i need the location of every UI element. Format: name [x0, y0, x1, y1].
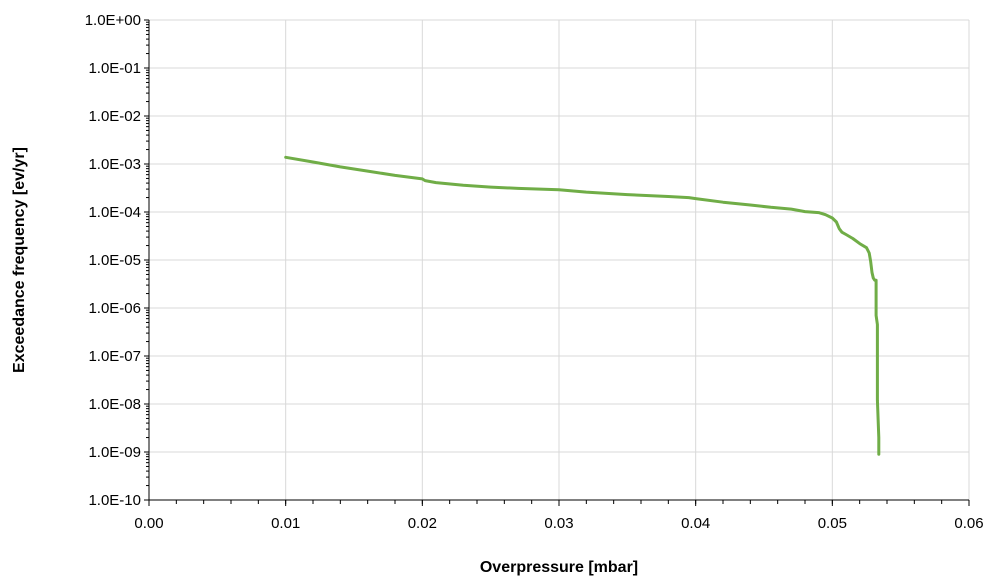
y-tick-label: 1.0E-08 — [88, 396, 141, 413]
x-tick-label: 0.03 — [544, 515, 573, 532]
x-tick-label: 0.04 — [681, 515, 710, 532]
x-tick-label: 0.01 — [271, 515, 300, 532]
x-axis-title: Overpressure [mbar] — [480, 559, 638, 576]
y-tick-label: 1.0E+00 — [85, 12, 141, 29]
ticks: 1.0E+00 1.0E-01 1.0E-02 1.0E-03 1.0E-04 1.0E-… — [85, 12, 984, 532]
series — [284, 155, 881, 456]
y-tick-label: 1.0E-09 — [88, 444, 141, 461]
series-line — [284, 155, 881, 456]
grid — [149, 19, 970, 500]
x-tick-label: 0.02 — [408, 515, 437, 532]
y-tick-label: 1.0E-02 — [88, 108, 141, 125]
y-tick-label: 1.0E-07 — [88, 348, 141, 365]
x-tick-label: 0.06 — [954, 515, 983, 532]
y-tick-label: 1.0E-04 — [88, 204, 141, 221]
x-tick-label: 0.05 — [818, 515, 847, 532]
y-tick-label: 1.0E-03 — [88, 156, 141, 173]
y-tick-label: 1.0E-10 — [88, 492, 141, 509]
y-tick-label: 1.0E-06 — [88, 300, 141, 317]
y-axis-title: Exceedance frequency [ev/yr] — [11, 147, 28, 373]
x-tick-label: 0.00 — [134, 515, 163, 532]
y-tick-label: 1.0E-05 — [88, 252, 141, 269]
y-tick-label: 1.0E-01 — [88, 60, 141, 77]
